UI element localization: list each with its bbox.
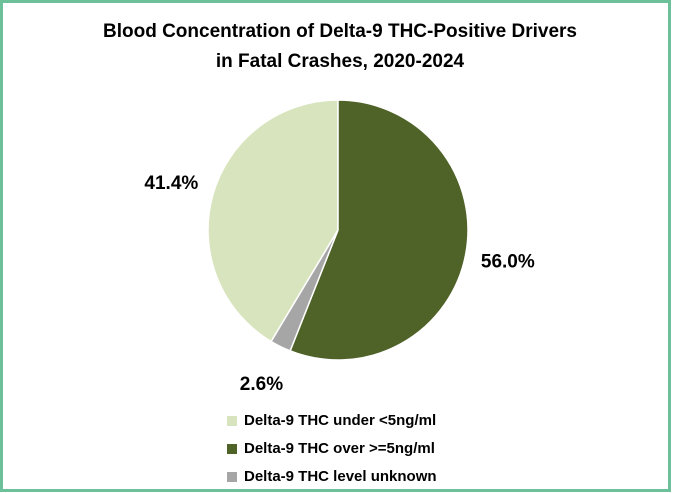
legend-swatch bbox=[227, 416, 237, 426]
legend-label: Delta-9 THC level unknown bbox=[244, 468, 437, 485]
pie-slice bbox=[207, 99, 339, 343]
data-label: 56.0% bbox=[481, 251, 535, 272]
legend-swatch bbox=[227, 472, 237, 482]
pie-slice bbox=[289, 99, 469, 361]
legend-label: Delta-9 THC over >=5ng/ml bbox=[244, 440, 435, 457]
chart-title: in Fatal Crashes, 2020-2024 bbox=[216, 51, 465, 72]
chart-title: Blood Concentration of Delta-9 THC-Posit… bbox=[103, 21, 577, 42]
data-label: 41.4% bbox=[144, 173, 198, 194]
pie-slice bbox=[270, 229, 339, 352]
data-label: 2.6% bbox=[240, 374, 283, 395]
legend-label: Delta-9 THC under <5ng/ml bbox=[244, 412, 436, 429]
legend-swatch bbox=[227, 444, 237, 454]
